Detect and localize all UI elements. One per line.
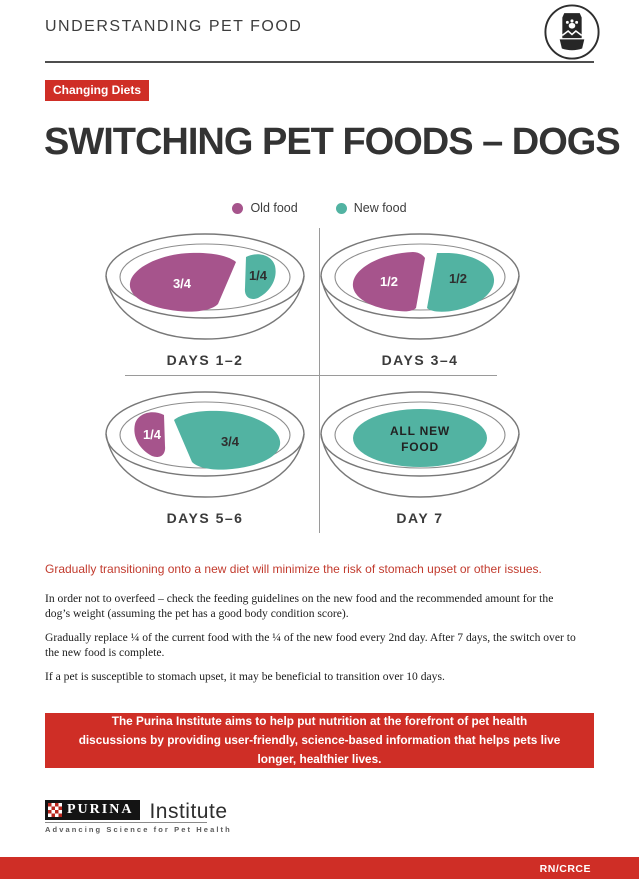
bowls-diagram: 3/4 1/4 DAYS 1–2 1/2 1/2 DAYS 3–4 1/4 3/…: [45, 225, 594, 537]
bowl-day-7: ALL NEW FOOD: [320, 391, 520, 498]
bowl3-new-fraction: 3/4: [221, 434, 240, 449]
bowl4-label-line1: ALL NEW: [390, 424, 450, 438]
legend-item-old-food: Old food: [232, 201, 298, 215]
bowl1-old-fraction: 3/4: [173, 276, 192, 291]
diagram-vertical-divider: [319, 228, 320, 533]
paragraph-replace: Gradually replace ¼ of the current food …: [45, 631, 576, 660]
bowl2-new-fraction: 1/2: [449, 271, 467, 286]
infobox-text: The Purina Institute aims to help put nu…: [78, 714, 561, 766]
legend-old-label: Old food: [250, 201, 298, 215]
bowl-days-5-6: 1/4 3/4: [105, 391, 305, 498]
bowl1-new-fraction: 1/4: [249, 268, 268, 283]
bowl2-old-fraction: 1/2: [380, 274, 398, 289]
legend-new-label: New food: [353, 201, 407, 215]
section-badge: Changing Diets: [45, 80, 150, 101]
bottom-red-bar: RN/CRCE: [0, 857, 639, 879]
bowl1-caption: DAYS 1–2: [166, 352, 244, 368]
header-divider: [45, 61, 594, 63]
bowl2-caption: DAYS 3–4: [381, 352, 459, 368]
institute-wordmark: Institute: [149, 800, 228, 823]
paragraph-sensitive: If a pet is susceptible to stomach upset…: [45, 670, 445, 684]
bowl-days-3-4: 1/2 1/2: [320, 233, 520, 340]
bowl4-label-line2: FOOD: [401, 440, 439, 454]
logo-tagline: Advancing Science for Pet Health: [45, 825, 232, 834]
document-code: RN/CRCE: [539, 863, 591, 875]
purina-logo-box: PURINA: [45, 800, 141, 820]
logo-underline: [45, 822, 207, 823]
legend: Old food New food: [0, 201, 639, 215]
purina-institute-logo: PURINA Institute: [45, 799, 228, 823]
diagram-horizontal-divider: [125, 375, 497, 376]
body-text: In order not to overfeed – check the fee…: [45, 591, 577, 693]
legend-item-new-food: New food: [335, 201, 407, 215]
page-title: SWITCHING PET FOODS – DOGS: [44, 121, 621, 163]
pet-food-bag-bowl-icon: [543, 3, 601, 61]
bowl3-old-fraction: 1/4: [143, 427, 162, 442]
highlight-sentence: Gradually transitioning onto a new diet …: [45, 562, 542, 576]
bowl4-caption: DAY 7: [396, 510, 444, 526]
new-food-dot-icon: [335, 202, 347, 214]
paragraph-overfeed: In order not to overfeed – check the fee…: [45, 592, 554, 621]
purina-checkerboard-icon: [48, 803, 62, 817]
page-header-title: UNDERSTANDING PET FOOD: [45, 18, 303, 35]
old-food-dot-icon: [232, 202, 244, 214]
purina-institute-infobox: The Purina Institute aims to help put nu…: [45, 713, 594, 768]
purina-wordmark: PURINA: [67, 802, 134, 817]
bowl-days-1-2: 3/4 1/4: [105, 233, 305, 340]
bowl3-caption: DAYS 5–6: [166, 510, 244, 526]
